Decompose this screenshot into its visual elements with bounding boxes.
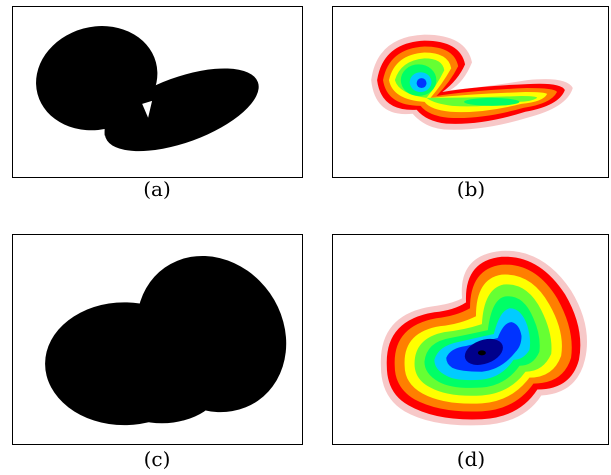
panel-a-shape bbox=[36, 26, 259, 152]
panel-d-heat-layers bbox=[380, 250, 588, 426]
caption-d: (d) bbox=[456, 447, 486, 471]
panel-d-heatmap bbox=[332, 234, 609, 445]
caption-a: (a) bbox=[143, 177, 171, 201]
panel-c-figure bbox=[45, 255, 287, 426]
caption-c: (c) bbox=[143, 447, 171, 471]
panel-a-binary-shape bbox=[12, 6, 303, 178]
panel-b-heatmap bbox=[332, 6, 609, 178]
panel-d-figure bbox=[380, 250, 588, 426]
panel-b-heat-layers bbox=[371, 34, 573, 130]
panel-a-notch bbox=[142, 100, 153, 118]
panel-c-binary-shape bbox=[12, 234, 303, 445]
caption-b: (b) bbox=[456, 177, 486, 201]
panel-a-figure bbox=[36, 26, 259, 152]
panel-b-figure bbox=[371, 34, 573, 130]
panel-c-shape bbox=[45, 255, 287, 426]
